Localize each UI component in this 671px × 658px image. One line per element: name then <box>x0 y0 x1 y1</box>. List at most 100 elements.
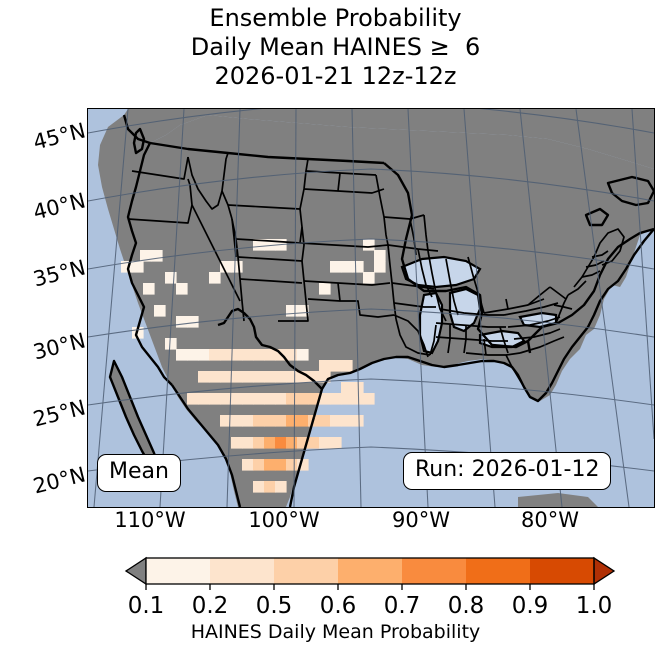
probability-cell <box>286 371 298 383</box>
probability-cell <box>198 393 210 405</box>
probability-cell <box>132 261 144 273</box>
gridline-lon-95 <box>407 109 429 507</box>
gridline-lon-100 <box>351 109 362 507</box>
colorbar-segment[interactable] <box>402 558 467 584</box>
probability-cell <box>209 371 221 383</box>
probability-cell <box>176 349 188 361</box>
probability-cell <box>330 437 342 449</box>
probability-cell <box>242 437 254 449</box>
probability-cell <box>264 459 276 471</box>
probability-cell <box>341 360 353 372</box>
probability-cell <box>363 239 375 251</box>
lon-label-110w: 110°W <box>114 508 186 532</box>
gridline-lat-30 <box>88 378 654 406</box>
map-canvas <box>88 109 654 507</box>
lat-label-35n: 35°N <box>30 255 88 292</box>
colorbar-tick-label: 0.5 <box>255 593 293 619</box>
state-boundaries <box>127 152 625 398</box>
colorbar-segment[interactable] <box>274 558 339 584</box>
probability-cell <box>319 393 331 405</box>
probability-cell <box>231 437 243 449</box>
probability-cell <box>253 481 265 493</box>
probability-cell <box>286 393 298 405</box>
gridline-lat-40 <box>88 238 654 270</box>
probability-cell <box>330 261 342 273</box>
badge-mean[interactable]: Mean <box>97 454 181 492</box>
graticule-grid <box>88 109 654 507</box>
probability-cell <box>209 349 221 361</box>
colorbar-canvas <box>124 556 616 590</box>
colorbar-tick-label: 0.6 <box>319 593 357 619</box>
probability-cell <box>187 316 199 328</box>
probability-cell <box>286 305 298 317</box>
gridline-lon-105 <box>293 109 297 507</box>
probability-cell <box>220 415 232 427</box>
probability-cells <box>121 239 386 493</box>
map-plot-area[interactable]: Mean Run: 2026-01-12 <box>87 108 655 508</box>
probability-cell <box>264 481 276 493</box>
probability-cell <box>209 393 221 405</box>
probability-cell <box>308 437 320 449</box>
gridline-lon-80 <box>575 109 630 507</box>
probability-cell <box>121 261 133 273</box>
probability-cell <box>286 349 298 361</box>
probability-cell <box>231 261 243 273</box>
title-line-2: Daily Mean HAINES ≥ 6 <box>190 33 481 61</box>
probability-cell <box>374 250 386 262</box>
probability-cell <box>253 415 265 427</box>
gridline-lat-35 <box>88 308 654 338</box>
probability-cell <box>231 371 243 383</box>
lon-label-100w: 100°W <box>248 508 320 532</box>
national-borders <box>108 114 654 507</box>
probability-cell <box>319 415 331 427</box>
probability-cell <box>187 349 199 361</box>
probability-cell <box>253 459 265 471</box>
colorbar-segment[interactable] <box>466 558 531 584</box>
colorbar[interactable]: 0.1 0.2 0.5 0.6 0.7 0.8 0.9 1.0 HAINES Daily Me… <box>0 553 671 658</box>
probability-cell <box>198 371 210 383</box>
probability-cell <box>297 393 309 405</box>
colorbar-segment[interactable] <box>530 558 595 584</box>
badge-run[interactable]: Run: 2026-01-12 <box>403 452 612 490</box>
probability-cell <box>352 415 364 427</box>
colorbar-segment[interactable] <box>210 558 275 584</box>
probability-cell <box>297 415 309 427</box>
probability-cell <box>165 272 177 284</box>
gridline-lon-75 <box>631 109 654 440</box>
probability-cell <box>176 316 188 328</box>
probability-cell <box>231 415 243 427</box>
probability-cell <box>220 371 232 383</box>
probability-cell <box>319 283 331 295</box>
probability-cell <box>264 239 276 251</box>
probability-cell <box>242 459 254 471</box>
probability-cell <box>297 371 309 383</box>
probability-cell <box>341 261 353 273</box>
colorbar-tick-label: 0.1 <box>127 593 165 619</box>
probability-cell <box>242 393 254 405</box>
probability-cell <box>253 239 265 251</box>
lat-label-25n: 25°N <box>30 395 88 432</box>
title-line-1: Ensemble Probability <box>209 4 462 32</box>
probability-cell <box>264 437 276 449</box>
colorbar-over-arrow <box>593 556 616 586</box>
probability-cell <box>352 261 364 273</box>
probability-cell <box>253 393 265 405</box>
colorbar-segment[interactable] <box>338 558 403 584</box>
gridline-lon-85 <box>519 109 563 507</box>
probability-cell <box>176 283 188 295</box>
probability-cell <box>253 371 265 383</box>
probability-cell <box>275 371 287 383</box>
probability-cell <box>308 371 320 383</box>
probability-cell <box>363 393 375 405</box>
colorbar-under-arrow <box>124 556 147 586</box>
probability-cell <box>242 371 254 383</box>
probability-cell <box>341 415 353 427</box>
colorbar-segment[interactable] <box>146 558 211 584</box>
probability-cell <box>330 393 342 405</box>
colorbar-segments[interactable] <box>124 556 616 586</box>
probability-cell <box>187 393 199 405</box>
probability-cell <box>275 437 287 449</box>
probability-cell <box>374 261 386 273</box>
colorbar-ticks <box>145 584 595 590</box>
probability-cell <box>220 393 232 405</box>
